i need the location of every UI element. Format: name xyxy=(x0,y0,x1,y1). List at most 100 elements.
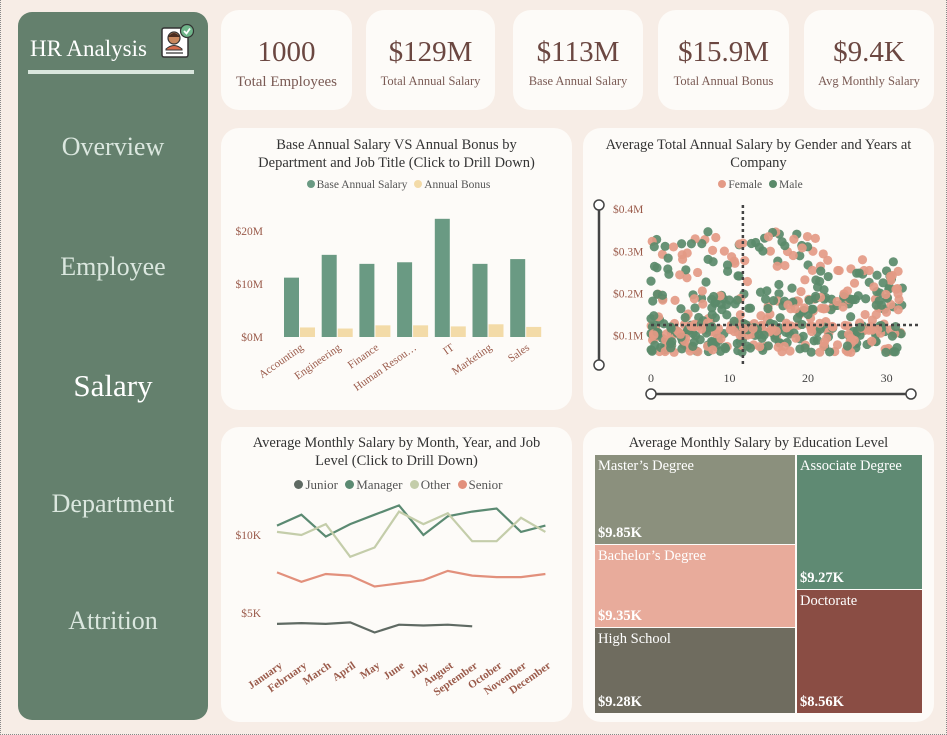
treemap-cell-masters[interactable]: Master’s Degree $9.85K xyxy=(595,455,795,544)
x-tick-label: April xyxy=(331,660,358,684)
legend-label: Other xyxy=(420,477,451,492)
scatter-point xyxy=(697,286,707,296)
treemap-cell-bachelors[interactable]: Bachelor’s Degree $9.35K xyxy=(595,545,795,627)
scatter-point xyxy=(763,232,774,242)
legend-swatch-female xyxy=(718,180,727,188)
legend-label: Junior xyxy=(305,477,338,492)
y-tick-label: $0.2M xyxy=(613,287,643,300)
treemap-cell-doctorate[interactable]: Doctorate $8.56K xyxy=(797,590,922,713)
scatter-point xyxy=(832,296,842,307)
legend-swatch-senior xyxy=(457,480,467,489)
scatter-point xyxy=(725,324,735,335)
scatter-point xyxy=(818,249,828,259)
scatter-point xyxy=(667,337,677,347)
scatter-point xyxy=(872,270,882,280)
treemap-cell-associate[interactable]: Associate Degree $9.27K xyxy=(797,455,922,589)
scatter-point xyxy=(703,227,713,237)
bar-chart-card[interactable]: Base Annual Salary VS Annual Bonus by De… xyxy=(221,128,572,410)
scatter-point xyxy=(676,304,686,314)
scatter-point xyxy=(861,294,871,304)
y-tick-label: $20M xyxy=(236,225,263,238)
legend-label: Annual Bonus xyxy=(424,179,491,191)
treemap-value: $9.28K xyxy=(598,694,642,710)
scatter-point xyxy=(799,303,809,313)
scatter-chart[interactable]: $0.1M $0.2M $0.3M $0.4M 0 10 20 30 xyxy=(583,128,934,410)
scatter-point xyxy=(790,304,801,314)
scatter-point xyxy=(757,333,767,343)
scatter-point xyxy=(754,242,764,252)
y-range-slider-handle-top[interactable] xyxy=(593,199,605,211)
scatter-point xyxy=(678,254,688,264)
chart-title: Average Total Annual Salary by Gender an… xyxy=(605,137,912,171)
line-chart-card[interactable]: Average Monthly Salary by Month, Year, a… xyxy=(221,427,572,722)
scatter-point xyxy=(881,307,892,317)
scatter-point xyxy=(756,311,766,321)
scatter-point xyxy=(802,231,813,242)
y-tick-label: $5K xyxy=(241,607,262,620)
scatter-point xyxy=(869,282,879,292)
scatter-point xyxy=(733,271,743,281)
scatter-point xyxy=(697,239,707,249)
bar-annual-bonus xyxy=(337,328,353,337)
nav-item-employee[interactable]: Employee xyxy=(60,252,166,281)
scatter-point xyxy=(765,246,775,256)
scatter-point xyxy=(839,289,849,300)
scatter-point xyxy=(867,336,877,346)
scatter-point xyxy=(701,277,711,287)
scatter-point xyxy=(807,265,818,275)
scatter-point xyxy=(810,291,821,301)
nav-item-overview[interactable]: Overview xyxy=(61,132,165,161)
kpi-value: 1000 xyxy=(257,36,316,68)
scatter-point xyxy=(852,268,862,278)
scatter-point xyxy=(885,271,896,281)
nav-item-department[interactable]: Department xyxy=(51,489,175,518)
line-series-junior xyxy=(276,621,473,634)
x-range-slider-handle-right[interactable] xyxy=(905,388,917,400)
x-range-slider-handle-left[interactable] xyxy=(645,388,657,400)
bar-base-salary xyxy=(510,259,526,337)
bar-annual-bonus xyxy=(450,326,466,337)
nav-item-attrition[interactable]: Attrition xyxy=(68,606,158,635)
kpi-card-avg-monthly-salary: $9.4K Avg Monthly Salary xyxy=(804,10,934,110)
scatter-point xyxy=(876,300,887,310)
scatter-point xyxy=(767,323,777,334)
bar-base-salary xyxy=(359,263,375,337)
bar-base-salary xyxy=(434,218,450,337)
kpi-card-total-annual-bonus: $15.9M Total Annual Bonus xyxy=(658,10,789,110)
scatter-point xyxy=(682,273,692,283)
scatter-point xyxy=(720,342,730,352)
bar-base-salary xyxy=(397,262,413,337)
scatter-point xyxy=(719,246,729,256)
x-tick-label: 20 xyxy=(802,371,814,385)
scatter-point xyxy=(742,341,752,351)
scatter-point xyxy=(787,283,797,293)
scatter-point xyxy=(773,342,783,352)
scatter-point xyxy=(774,279,784,290)
scatter-point xyxy=(889,347,899,357)
y-tick-label: $0.4M xyxy=(613,203,643,216)
x-tick-label: IT xyxy=(441,341,457,357)
scatter-point xyxy=(888,257,898,267)
kpi-card-total-annual-salary: $129M Total Annual Salary xyxy=(366,10,495,110)
scatter-point xyxy=(663,253,673,263)
scatter-point xyxy=(646,276,656,286)
treemap-value: $9.35K xyxy=(598,608,642,624)
scatter-point xyxy=(722,310,732,320)
x-tick-label: Marketing xyxy=(450,341,495,377)
scatter-point xyxy=(881,289,891,300)
scatter-point xyxy=(670,295,680,305)
nav-item-salary[interactable]: Salary xyxy=(73,368,153,403)
scatter-point xyxy=(789,234,799,244)
scatter-point xyxy=(677,344,687,354)
scatter-chart-card[interactable]: Average Total Annual Salary by Gender an… xyxy=(583,128,934,410)
treemap-card[interactable]: Average Monthly Salary by Education Leve… xyxy=(583,427,934,722)
treemap-cell-high-school[interactable]: High School $9.28K xyxy=(595,628,795,713)
scatter-point xyxy=(729,316,739,326)
bar-annual-bonus xyxy=(526,326,542,337)
scatter-point xyxy=(761,294,771,304)
scatter-point xyxy=(893,305,903,315)
scatter-point xyxy=(682,248,692,258)
y-range-slider-handle-bottom[interactable] xyxy=(593,359,605,371)
